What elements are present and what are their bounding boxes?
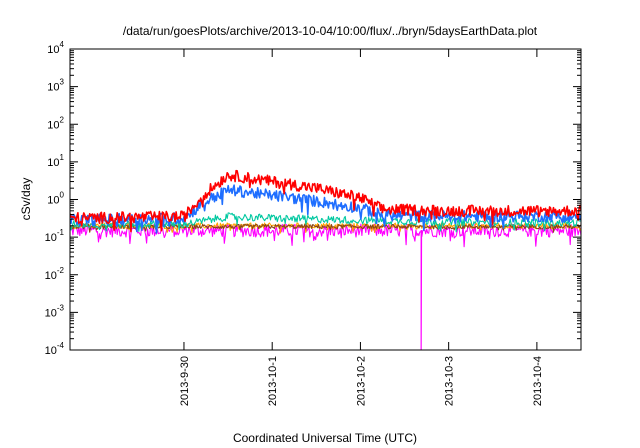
y-axis-label: cSv/day [19, 178, 33, 221]
y-tick-label: 103 [47, 78, 64, 94]
y-tick-label: 104 [47, 40, 64, 56]
series-layer [70, 169, 581, 350]
y-tick-label: 100 [47, 191, 64, 207]
x-axis-label: Coordinated Universal Time (UTC) [233, 431, 417, 445]
y-axis: 104 103 102 101 100 10-1 10-2 10-3 10-4 [45, 40, 581, 357]
y-tick-label: 102 [47, 115, 64, 131]
y-tick-label: 101 [47, 153, 64, 169]
x-tick-label: 2013-10-2 [355, 356, 367, 406]
x-tick-label: 2013-9-30 [179, 356, 191, 406]
series-line-0 [70, 223, 581, 350]
chart-title: /data/run/goesPlots/archive/2013-10-04/1… [123, 24, 538, 38]
x-tick-label: 2013-10-3 [444, 356, 456, 406]
y-tick-label: 10-4 [45, 341, 65, 357]
x-tick-label: 2013-10-1 [267, 356, 279, 406]
x-axis: 2013-9-30 2013-10-1 2013-10-2 2013-10-3 2013… [179, 49, 544, 406]
y-tick-label: 10-3 [45, 303, 65, 319]
y-tick-label: 10-2 [45, 266, 65, 282]
series-line-5 [70, 169, 581, 233]
series-line-3 [70, 212, 581, 233]
plot-clip-group [70, 169, 581, 350]
x-tick-label: 2013-10-4 [532, 356, 544, 406]
y-tick-label: 10-1 [45, 228, 65, 244]
